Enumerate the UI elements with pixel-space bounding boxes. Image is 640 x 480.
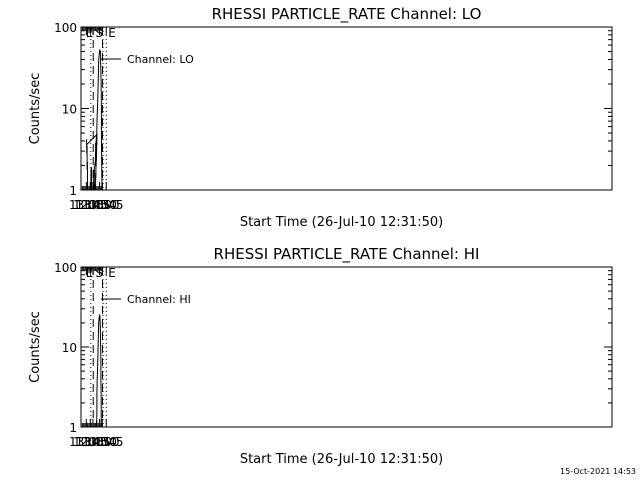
series-line-segment xyxy=(95,48,103,191)
x-tick-label: 12:45 xyxy=(73,198,108,212)
x-tick-label: 13:45 xyxy=(89,198,124,212)
y-axis-label: Counts/sec xyxy=(28,73,43,145)
y-tick-label: 10 xyxy=(62,103,77,117)
plot-frame xyxy=(80,266,613,428)
legend-label: Channel: LO xyxy=(127,53,194,66)
series-line-segment xyxy=(90,167,93,191)
x-tick-label: 13:00 xyxy=(69,435,104,449)
chart-title: RHESSI PARTICLE_RATE Channel: LO xyxy=(212,5,482,24)
y-tick-label: 1 xyxy=(69,184,77,198)
y-tick-label: 1 xyxy=(69,421,77,435)
x-tick-label: 14:00 xyxy=(85,198,120,212)
y-tick-label: 10 xyxy=(62,341,77,355)
x-tick-label: 14:00 xyxy=(85,435,120,449)
y-axis-label: Counts/sec xyxy=(28,311,43,383)
x-tick-label: 12:45 xyxy=(73,435,108,449)
series-line-segment xyxy=(95,314,102,428)
x-axis-label: Start Time (26-Jul-10 12:31:50) xyxy=(240,452,443,467)
x-axis-label: Start Time (26-Jul-10 12:31:50) xyxy=(240,215,443,230)
x-tick-label: 13:15 xyxy=(76,435,111,449)
series-line-segment xyxy=(93,169,96,191)
x-tick-label: 13:45 xyxy=(89,435,124,449)
marker-label-e: E xyxy=(108,266,116,280)
marker-label-s: S xyxy=(95,266,103,280)
plot-frame xyxy=(80,26,613,191)
x-tick-label: 13:30 xyxy=(82,198,117,212)
panel-lo: RHESSI PARTICLE_RATE Channel: LO 12:4513:… xyxy=(28,5,613,230)
footer-timestamp: 15-Oct-2021 14:53 xyxy=(560,467,636,476)
marker-label-e: E xyxy=(86,26,94,40)
legend-label: Channel: HI xyxy=(127,293,191,306)
marker-label-e: E xyxy=(86,266,94,280)
y-tick-label: 100 xyxy=(54,261,77,275)
panel-hi: RHESSI PARTICLE_RATE Channel: HI 12:4513:… xyxy=(28,245,613,467)
marker-label-s: S xyxy=(95,26,103,40)
x-tick-label: 13:00 xyxy=(69,198,104,212)
y-tick-label: 100 xyxy=(54,21,77,35)
marker-label-e: E xyxy=(108,26,116,40)
x-tick-label: 13:30 xyxy=(82,435,117,449)
chart-title: RHESSI PARTICLE_RATE Channel: HI xyxy=(214,245,480,264)
x-tick-label: 13:15 xyxy=(76,198,111,212)
